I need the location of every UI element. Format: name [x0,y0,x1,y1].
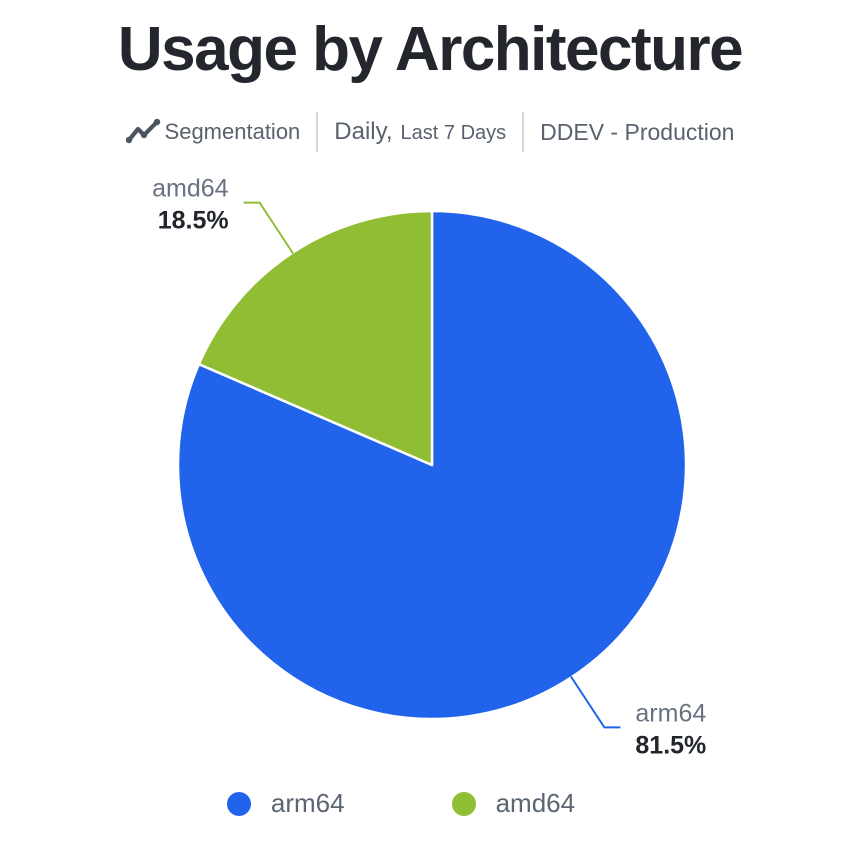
trend-line-icon [125,118,160,144]
segmentation-label: Segmentation [164,119,301,144]
legend-label-amd64: amd64 [495,788,576,818]
subtitle-divider [316,112,319,152]
segmentation-group: Segmentation [125,117,301,147]
environment-label: DDEV - Production [540,118,735,145]
legend-dot-arm64 [226,791,251,816]
slice-label-amd64: amd64 [152,175,229,203]
label-line-amd64 [243,201,294,255]
slice-percent-arm64: 81.5% [635,731,706,759]
legend-item-amd64[interactable]: amd64 [451,788,576,819]
slice-percent-amd64: 18.5% [158,207,229,235]
chart-legend: arm64 amd64 [0,788,831,819]
chart-subtitle: Segmentation Daily, Last 7 Days DDEV - P… [0,110,860,154]
chart-title: Usage by Architecture [117,15,744,84]
label-line-arm64 [570,675,621,729]
legend-label-arm64: arm64 [270,788,345,818]
period-group: Daily, Last 7 Days [334,118,506,146]
period-prefix-label: Daily, [334,118,393,145]
subtitle-divider [522,112,525,152]
legend-item-arm64[interactable]: arm64 [226,788,345,819]
period-range-label: Last 7 Days [400,122,507,144]
legend-dot-amd64 [451,791,476,816]
slice-label-arm64: arm64 [635,699,706,727]
